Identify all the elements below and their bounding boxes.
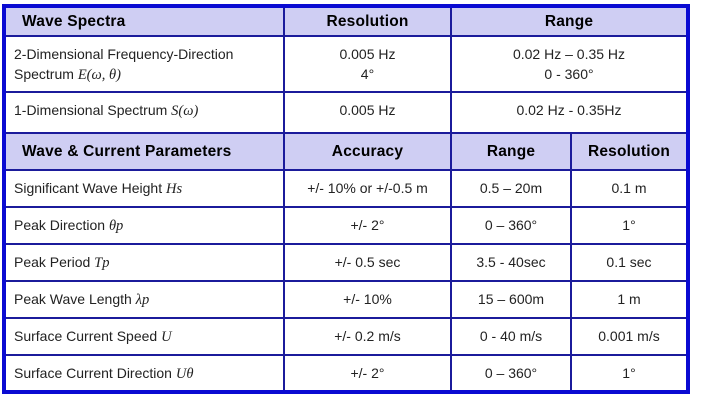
resolution-line: 0.005 Hz xyxy=(339,46,396,62)
param-symbol: λp xyxy=(135,292,150,308)
resolution-cell: 1 m xyxy=(570,280,689,319)
params-header-accuracy: Accuracy xyxy=(283,132,452,171)
param-symbol: Uθ xyxy=(175,366,194,382)
param-cell: Significant Wave Height Hs xyxy=(3,169,285,208)
range-cell: 0 - 40 m/s xyxy=(450,317,572,356)
table-row-significant-wave-height: Significant Wave Height Hs +/- 10% or +/… xyxy=(3,169,689,208)
range-cell: 0.02 Hz – 0.35 Hz 0 - 360° xyxy=(450,35,689,93)
table-row-2d-spectrum: 2-Dimensional Frequency-Direction Spectr… xyxy=(3,35,689,93)
param-label: Surface Current Direction xyxy=(14,365,176,381)
param-label: Surface Current Speed xyxy=(14,328,162,344)
param-symbol: U xyxy=(161,329,172,345)
resolution-cell: 1° xyxy=(570,206,689,245)
param-cell: Surface Current Direction Uθ xyxy=(3,354,285,393)
accuracy-cell: +/- 0.5 sec xyxy=(283,243,452,282)
resolution-line: 4° xyxy=(360,66,375,82)
param-label: 1-Dimensional Spectrum xyxy=(14,102,172,118)
range-line: 0 - 360° xyxy=(544,66,594,82)
table-row-peak-wave-length: Peak Wave Length λp +/- 10% 15 – 600m 1 … xyxy=(3,280,689,319)
wave-spec-table: Wave Spectra Resolution Range 2-Dimensio… xyxy=(2,4,690,394)
resolution-cell: 0.005 Hz xyxy=(283,91,452,134)
range-cell: 0 – 360° xyxy=(450,206,572,245)
param-cell: Peak Wave Length λp xyxy=(3,280,285,319)
resolution-cell: 0.1 m xyxy=(570,169,689,208)
table-row-surface-current-speed: Surface Current Speed U +/- 0.2 m/s 0 - … xyxy=(3,317,689,356)
resolution-cell: 1° xyxy=(570,354,689,393)
table-row-peak-direction: Peak Direction θp +/- 2° 0 – 360° 1° xyxy=(3,206,689,245)
param-label: Peak Direction xyxy=(14,217,109,233)
param-symbol: S(ω) xyxy=(171,103,199,119)
table-row-peak-period: Peak Period Tp +/- 0.5 sec 3.5 - 40sec 0… xyxy=(3,243,689,282)
param-cell: 2-Dimensional Frequency-Direction Spectr… xyxy=(3,35,285,93)
accuracy-cell: +/- 2° xyxy=(283,206,452,245)
resolution-cell: 0.005 Hz 4° xyxy=(283,35,452,93)
range-cell: 15 – 600m xyxy=(450,280,572,319)
param-label: Peak Period xyxy=(14,254,95,270)
accuracy-cell: +/- 0.2 m/s xyxy=(283,317,452,356)
param-label: Significant Wave Height xyxy=(14,180,166,196)
resolution-cell: 0.001 m/s xyxy=(570,317,689,356)
table-row-1d-spectrum: 1-Dimensional Spectrum S(ω) 0.005 Hz 0.0… xyxy=(3,91,689,134)
accuracy-cell: +/- 10% or +/-0.5 m xyxy=(283,169,452,208)
spectra-header-range: Range xyxy=(450,5,689,37)
accuracy-cell: +/- 10% xyxy=(283,280,452,319)
range-cell: 0.02 Hz - 0.35Hz xyxy=(450,91,689,134)
param-cell: Surface Current Speed U xyxy=(3,317,285,356)
spectra-header-title: Wave Spectra xyxy=(3,5,285,37)
param-symbol: Hs xyxy=(166,181,183,197)
param-symbol: θp xyxy=(108,218,124,234)
params-header-range: Range xyxy=(450,132,572,171)
params-header-title: Wave & Current Parameters xyxy=(3,132,285,171)
param-label: 2-Dimensional Frequency-Direction Spectr… xyxy=(14,46,234,82)
spectra-header-resolution: Resolution xyxy=(283,5,452,37)
param-cell: 1-Dimensional Spectrum S(ω) xyxy=(3,91,285,134)
resolution-cell: 0.1 sec xyxy=(570,243,689,282)
param-cell: Peak Direction θp xyxy=(3,206,285,245)
param-label: Peak Wave Length xyxy=(14,291,136,307)
param-symbol: E(ω, θ) xyxy=(77,67,121,83)
table-row-surface-current-direction: Surface Current Direction Uθ +/- 2° 0 – … xyxy=(3,354,689,393)
range-cell: 3.5 - 40sec xyxy=(450,243,572,282)
param-cell: Peak Period Tp xyxy=(3,243,285,282)
params-header-row: Wave & Current Parameters Accuracy Range… xyxy=(3,132,689,171)
range-cell: 0 – 360° xyxy=(450,354,572,393)
range-line: 0.02 Hz – 0.35 Hz xyxy=(512,46,626,62)
spectra-header-row: Wave Spectra Resolution Range xyxy=(3,5,689,37)
param-symbol: Tp xyxy=(94,255,110,271)
params-header-resolution: Resolution xyxy=(570,132,689,171)
range-cell: 0.5 – 20m xyxy=(450,169,572,208)
accuracy-cell: +/- 2° xyxy=(283,354,452,393)
